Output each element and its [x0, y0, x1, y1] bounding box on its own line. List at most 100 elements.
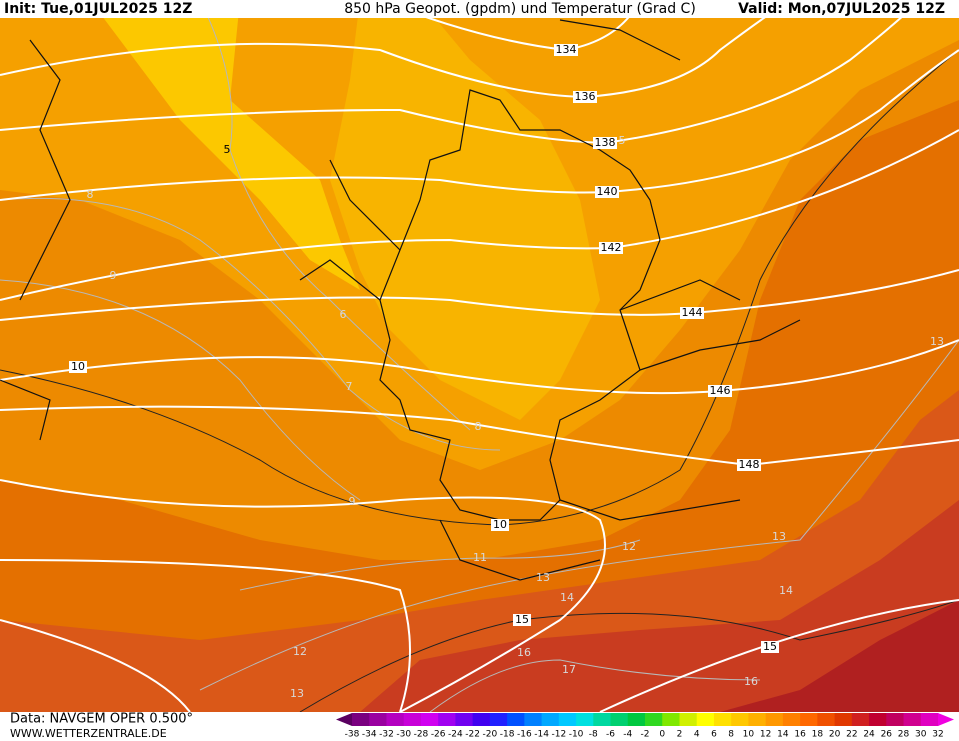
isoline	[0, 619, 191, 713]
legend-tick-label: -30	[396, 730, 411, 740]
isoline	[0, 405, 959, 467]
legend-cell	[851, 713, 870, 726]
isotherm	[239, 539, 641, 591]
isoline	[0, 559, 411, 713]
legend-tick-label: -12	[551, 730, 566, 740]
data-source: Data: NAVGEM OPER 0.500°	[10, 712, 193, 727]
isotherm-label: 10	[71, 360, 85, 373]
legend-cell	[352, 713, 370, 726]
label-box	[599, 242, 623, 254]
isotherm-label: 17	[562, 663, 576, 676]
legend-cell	[782, 713, 801, 726]
isoline	[599, 599, 959, 713]
isotherm-label: 12	[293, 645, 307, 658]
legend-tick-label: -14	[534, 730, 549, 740]
isoline	[379, 0, 641, 52]
isotherm-label: 6	[340, 308, 347, 321]
isoline	[0, 49, 959, 201]
legend-cell	[817, 713, 836, 726]
label-box	[554, 44, 578, 56]
isotherm-label: 15	[763, 640, 777, 653]
legend-tick-label: 28	[898, 730, 910, 740]
label-box	[595, 186, 619, 198]
legend-arrow	[938, 713, 954, 726]
geopotential-label: 144	[682, 306, 703, 319]
legend-tick-label: 10	[743, 730, 755, 740]
isotherm-label: 7	[346, 380, 353, 393]
isotherm-label: 13	[772, 530, 786, 543]
legend-tick-label: -4	[623, 730, 632, 740]
legend-cell	[679, 713, 698, 726]
legend-tick-label: 18	[812, 730, 824, 740]
legend-cell	[748, 713, 767, 726]
legend-tick-label: 20	[829, 730, 841, 740]
legend-cell	[662, 713, 680, 726]
legend-tick-label: 12	[760, 730, 771, 740]
legend-cell	[869, 713, 887, 726]
legend-cell	[472, 713, 491, 726]
legend-tick-label: -2	[641, 730, 650, 740]
geopotential-label: 142	[601, 241, 622, 254]
contour-labels: 134 136 138 140 142 144 146 148 5 5 8 9 6 7 8 9 10 10 11 12…	[69, 43, 944, 700]
geopotential-lines	[0, 0, 959, 713]
legend-cell	[903, 713, 922, 726]
legend-tick-label: -26	[431, 730, 446, 740]
isotherm-label: 5	[619, 134, 626, 147]
isotherm-label: 12	[622, 540, 636, 553]
field-warm-yellow	[75, 0, 600, 420]
legend-cell	[576, 713, 594, 726]
legend-cell	[610, 713, 629, 726]
label-box	[69, 361, 87, 373]
legend-tick-label: -18	[500, 730, 515, 740]
isotherm	[0, 49, 959, 526]
isoline	[0, 479, 606, 713]
geopotential-label: 148	[739, 458, 760, 471]
legend-tick-label: -24	[448, 730, 463, 740]
isotherm-label: 10	[493, 518, 507, 531]
isotherm-label: 8	[87, 188, 94, 201]
field-red	[360, 500, 959, 712]
legend-tick-label: 14	[777, 730, 789, 740]
legend-cell	[541, 713, 560, 726]
legend-cell	[369, 713, 387, 726]
label-box	[491, 519, 509, 531]
legend-tick-label: -10	[569, 730, 584, 740]
legend-tick-label: 4	[694, 730, 700, 740]
isotherm-label: 9	[349, 495, 356, 508]
isotherm-label: 5	[224, 143, 231, 156]
color-legend: -38 -34 -32 -30 -28 -26 -24 -22 -20 -18 -16 -14 -12-…	[336, 713, 954, 740]
legend-tick-label: 16	[794, 730, 806, 740]
init-time: Init: Tue,01JUL2025 12Z	[4, 1, 192, 17]
isotherm-label: 13	[930, 335, 944, 348]
legend-tick-label: 30	[915, 730, 927, 740]
legend-cell	[627, 713, 646, 726]
isotherm	[199, 339, 959, 691]
legend-cell	[800, 713, 818, 726]
label-box	[737, 459, 761, 471]
legend-tick-label: 2	[677, 730, 683, 740]
legend-cell	[696, 713, 715, 726]
valid-time: Valid: Mon,07JUL2025 12Z	[738, 1, 945, 17]
isotherm-label: 11	[473, 551, 487, 564]
legend-tick-label: 26	[881, 730, 893, 740]
geopotential-label: 136	[575, 90, 596, 103]
website: WWW.WETTERZENTRALE.DE	[10, 727, 167, 740]
legend-cell	[731, 713, 749, 726]
label-box	[761, 641, 779, 653]
border	[0, 19, 801, 581]
field-dark-orange	[0, 100, 959, 712]
legend-cell	[386, 713, 405, 726]
temperature-fields	[0, 0, 959, 712]
isotherm-label: 8	[475, 420, 482, 433]
legend-tick-label: -22	[465, 730, 480, 740]
legend-tick-label: -28	[414, 730, 429, 740]
legend-cell	[507, 713, 525, 726]
isoline	[0, 339, 959, 395]
legend-tick-label: -32	[379, 730, 394, 740]
isotherm-label: 9	[110, 269, 117, 282]
isotherm-label: 13	[536, 571, 550, 584]
legend-cell	[920, 713, 939, 726]
borders	[0, 19, 801, 581]
isotherm	[199, 0, 471, 431]
